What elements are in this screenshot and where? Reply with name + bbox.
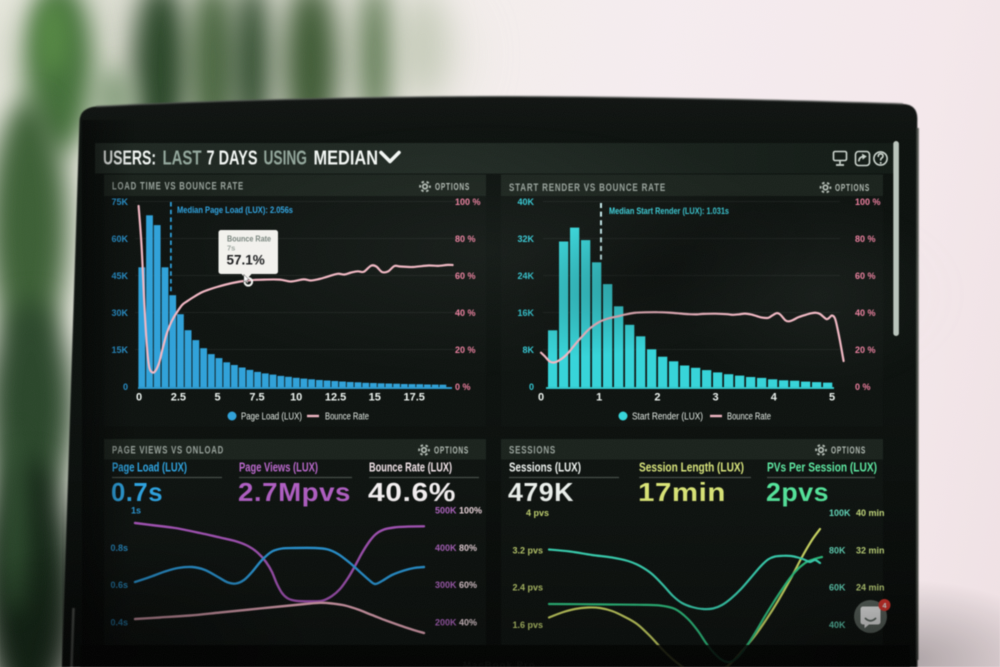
svg-text:OPTIONS: OPTIONS [835, 183, 870, 194]
svg-text:17.5: 17.5 [403, 392, 424, 404]
svg-text:15: 15 [369, 392, 381, 404]
svg-text:Bounce Rate: Bounce Rate [727, 412, 771, 423]
svg-text:12.5: 12.5 [325, 392, 346, 404]
svg-text:5: 5 [215, 392, 221, 404]
svg-text:Page Load (LUX): Page Load (LUX) [241, 412, 302, 423]
svg-text:Bounce Rate (LUX): Bounce Rate (LUX) [369, 460, 452, 475]
svg-text:4: 4 [771, 392, 778, 404]
svg-text:Bounce Rate: Bounce Rate [325, 412, 369, 423]
svg-text:Session Length (LUX): Session Length (LUX) [639, 460, 744, 475]
svg-text:10: 10 [290, 392, 302, 404]
svg-text:OPTIONS: OPTIONS [831, 446, 866, 457]
svg-text:2.5: 2.5 [171, 392, 186, 404]
svg-text:0: 0 [136, 392, 142, 404]
svg-text:SESSIONS: SESSIONS [509, 445, 556, 457]
svg-text:2: 2 [654, 392, 660, 404]
svg-text:0: 0 [538, 392, 544, 404]
svg-text:Sessions (LUX): Sessions (LUX) [509, 460, 581, 475]
svg-text:Page Views (LUX): Page Views (LUX) [239, 460, 318, 475]
svg-text:Start Render (LUX): Start Render (LUX) [632, 412, 703, 423]
svg-text:3: 3 [713, 392, 719, 404]
svg-text:0: 0 [529, 382, 534, 392]
svg-text:PVs Per Session (LUX): PVs Per Session (LUX) [767, 460, 877, 475]
svg-text:1: 1 [596, 392, 602, 404]
svg-text:LAST: LAST [163, 147, 202, 170]
svg-text:OPTIONS: OPTIONS [434, 446, 469, 457]
svg-text:7.5: 7.5 [249, 392, 264, 404]
svg-text:0 %: 0 % [455, 382, 471, 392]
